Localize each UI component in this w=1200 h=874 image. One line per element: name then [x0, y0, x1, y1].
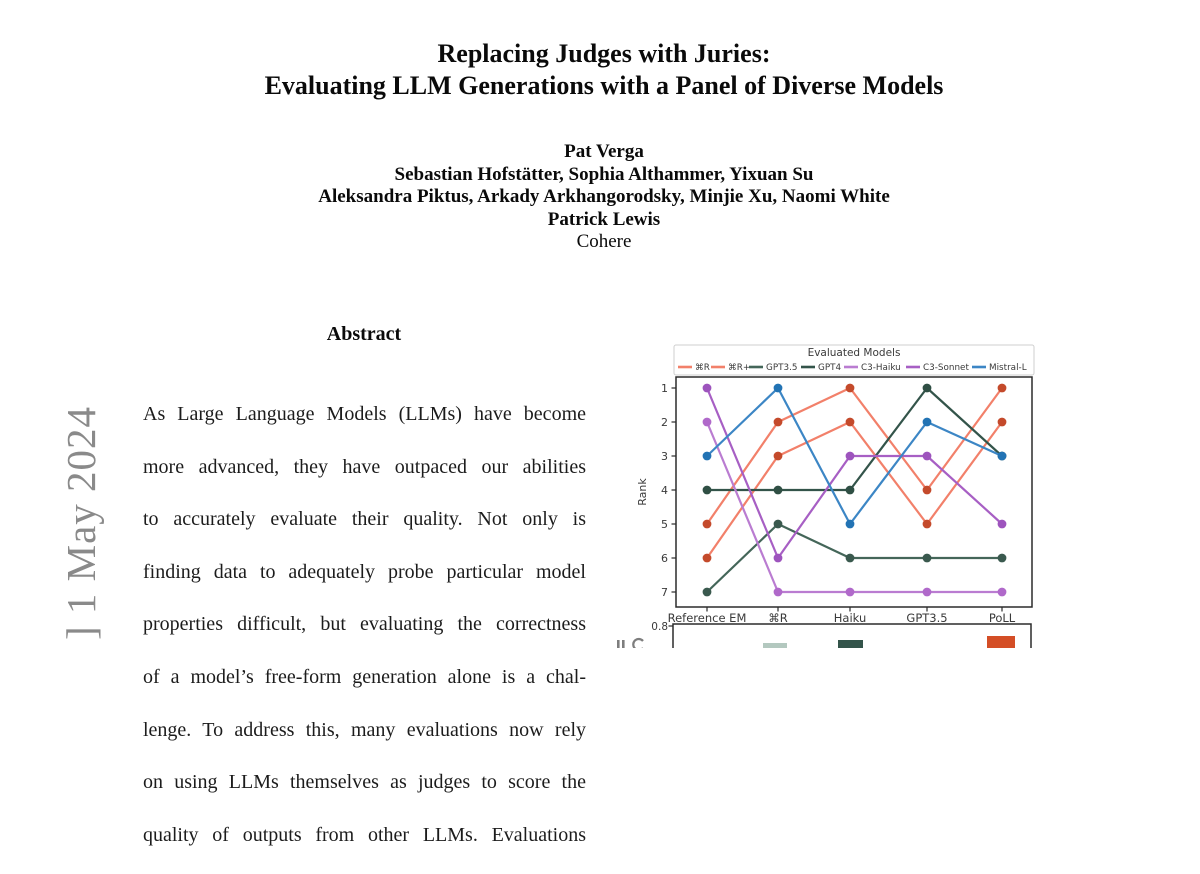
author-line: Patrick Lewis	[547, 208, 661, 230]
clipped-ylabel-fragment	[617, 640, 620, 648]
bar-PoLL	[987, 636, 1015, 648]
data-point-Mistral-L-Haiku	[845, 519, 855, 529]
data-point-C3-Haiku-Haiku	[845, 587, 855, 597]
legend-title: Evaluated Models	[808, 347, 901, 359]
bar-⌘R	[763, 643, 787, 648]
y-axis-label: Rank	[636, 478, 649, 506]
data-point-C3-Sonnet-PoLL	[997, 519, 1007, 529]
y-tick-label: 6	[661, 552, 668, 565]
x-tick-label-PoLL: PoLL	[989, 611, 1016, 625]
legend-label-C3-Haiku: C3-Haiku	[861, 363, 901, 373]
data-point-GPT3.5-Reference EM	[702, 587, 712, 597]
data-point-⌘R-Haiku	[845, 417, 855, 427]
data-point-⌘R+-Reference EM	[702, 519, 712, 529]
data-point-GPT3.5-⌘R	[773, 519, 783, 529]
data-point-C3-Haiku-GPT3.5	[922, 587, 932, 597]
data-point-GPT4-Reference EM	[702, 485, 712, 495]
data-point-GPT3.5-PoLL	[997, 553, 1007, 563]
data-point-C3-Sonnet-Reference EM	[702, 383, 712, 393]
figure-rank-chart: Evaluated Models ⌘R ⌘R+ GPT3.5 GPT4 C3-Haiku C…	[617, 344, 1035, 648]
abstract-text: As Large Language Models (LLMs) have bec…	[143, 403, 586, 846]
abstract-heading: Abstract	[326, 323, 402, 345]
paper-title-line2: Evaluating LLM Generations with a Panel …	[264, 71, 944, 100]
legend-label-⌘R+: ⌘R+	[728, 363, 750, 373]
data-point-GPT4-Haiku	[845, 485, 855, 495]
data-point-⌘R+-GPT3.5	[922, 485, 932, 495]
data-point-C3-Sonnet-⌘R	[773, 553, 783, 563]
data-point-C3-Sonnet-GPT3.5	[922, 451, 932, 461]
data-point-C3-Haiku-PoLL	[997, 587, 1007, 597]
data-point-⌘R+-PoLL	[997, 383, 1007, 393]
paper-title: Replacing Judges with Juries: Evaluating…	[104, 38, 1104, 102]
affiliation: Cohere	[576, 231, 632, 253]
data-point-Mistral-L-PoLL	[997, 451, 1007, 461]
arxiv-watermark: ] 1 May 2024	[58, 405, 104, 640]
y-tick-label: 3	[661, 450, 668, 463]
legend-label-GPT3.5: GPT3.5	[766, 363, 798, 373]
data-point-⌘R-PoLL	[997, 417, 1007, 427]
data-point-C3-Haiku-⌘R	[773, 587, 783, 597]
data-point-⌘R-⌘R	[773, 451, 783, 461]
paper-title-line1: Replacing Judges with Juries:	[437, 39, 771, 68]
data-point-Mistral-L-Reference EM	[702, 451, 712, 461]
y-tick-label: 4	[661, 484, 668, 497]
data-point-C3-Haiku-Reference EM	[702, 417, 712, 427]
legend-label-C3-Sonnet: C3-Sonnet	[923, 363, 969, 373]
data-point-⌘R+-Haiku	[845, 383, 855, 393]
data-point-Mistral-L-GPT3.5	[922, 417, 932, 427]
y-tick-label: 1	[661, 382, 668, 395]
x-tick-label-⌘R: ⌘R	[768, 611, 788, 625]
series-line-GPT3.5	[706, 522, 1002, 593]
author-line: Sebastian Hofstätter, Sophia Althammer, …	[394, 163, 814, 185]
y-tick-label: 7	[661, 586, 668, 599]
rank-plot-frame	[675, 376, 1033, 608]
data-point-C3-Sonnet-Haiku	[845, 451, 855, 461]
legend-label-⌘R: ⌘R	[695, 363, 710, 373]
data-point-⌘R-Reference EM	[702, 553, 712, 563]
y-tick-label: 5	[661, 518, 668, 531]
author-line: Pat Verga	[564, 141, 644, 162]
author-line: Aleksandra Piktus, Arkady Arkhangorodsky…	[318, 186, 890, 208]
y-tick-label: 2	[661, 416, 668, 429]
legend-label-Mistral-L: Mistral-L	[989, 363, 1027, 373]
bar-plot-frame	[672, 623, 1032, 648]
x-tick-label-Haiku: Haiku	[834, 611, 866, 625]
data-point-GPT3.5-GPT3.5	[922, 553, 932, 563]
x-tick-label-GPT3.5: GPT3.5	[906, 611, 947, 625]
data-point-GPT4-GPT3.5	[922, 383, 932, 393]
clipped-ylabel-fragment	[632, 637, 644, 648]
data-point-⌘R+-⌘R	[773, 417, 783, 427]
legend-box	[673, 344, 1035, 376]
clipped-ylabel-fragment	[622, 640, 625, 648]
bar-ytick-label: 0.8	[651, 621, 668, 633]
series-line-GPT4	[707, 386, 1003, 492]
paper-page: { "paper": { "title_line1": "Replacing J…	[58, 38, 1104, 846]
legend-label-GPT4: GPT4	[818, 363, 841, 373]
data-point-GPT3.5-Haiku	[845, 553, 855, 563]
bar-Haiku	[838, 640, 863, 648]
data-point-Mistral-L-⌘R	[773, 383, 783, 393]
data-point-GPT4-⌘R	[773, 485, 783, 495]
data-point-⌘R-GPT3.5	[922, 519, 932, 529]
x-tick-label-Reference EM: Reference EM	[668, 611, 747, 625]
author-block: Pat Verga Sebastian Hofstätter, Sophia A…	[154, 141, 1054, 254]
